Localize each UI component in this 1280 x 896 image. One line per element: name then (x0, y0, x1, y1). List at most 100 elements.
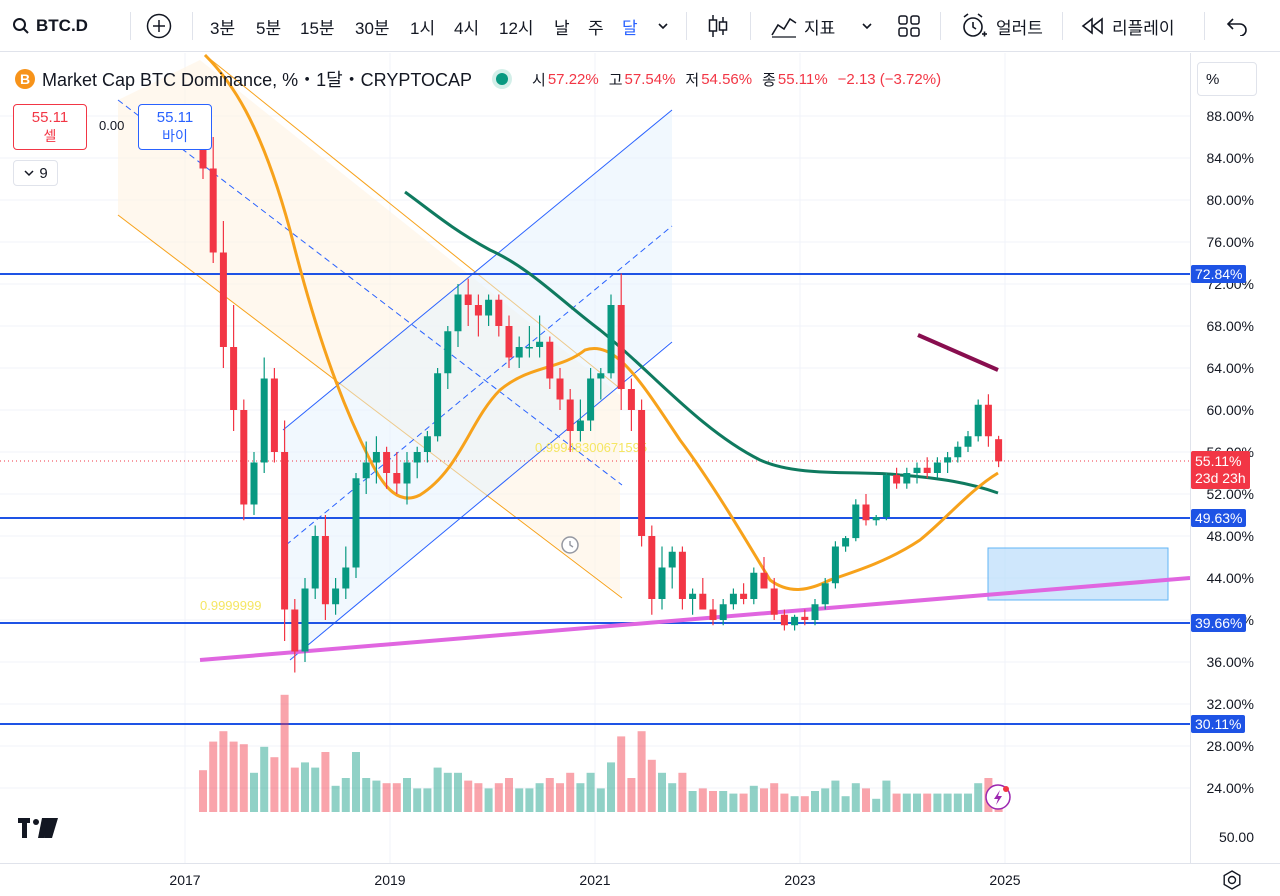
target-rectangle (987, 547, 1169, 601)
rising-channel-lower (289, 341, 673, 661)
divider (686, 12, 687, 40)
interval-1d[interactable]: 날 (554, 18, 570, 38)
volume-bar (841, 796, 850, 812)
divider (940, 12, 941, 40)
divider (750, 12, 751, 40)
buy-button[interactable]: 55.11 바이 (138, 104, 212, 150)
volume-bar (250, 772, 258, 812)
interval-1w[interactable]: 주 (588, 18, 604, 38)
candle-body (485, 299, 493, 316)
interval-1h[interactable]: 1시 (410, 18, 436, 38)
volume-bar (392, 783, 401, 812)
volume-bar (260, 746, 269, 812)
candle-body (689, 593, 697, 599)
volume-bar (913, 793, 921, 812)
level-badge-72: 72.84% (1191, 265, 1247, 283)
indicators-button[interactable]: 지표 (770, 0, 835, 52)
price-axis[interactable]: % 88.00% 84.00% 80.00% 76.00% 72.00% 68.00% 64… (1190, 53, 1280, 863)
volume-bar (923, 793, 932, 812)
divider (1204, 12, 1205, 40)
interval-12h[interactable]: 12시 (499, 18, 534, 38)
candle-body (617, 305, 625, 389)
candle-body (658, 567, 666, 599)
interval-1mo[interactable]: 달 (622, 18, 638, 38)
candle-body (444, 331, 452, 374)
y-tick: 52.00% (1206, 486, 1254, 502)
chevron-down-icon (658, 23, 668, 30)
symbol-label: BTC.D (36, 16, 88, 35)
candle-body (780, 614, 788, 626)
rising-channel-fill (283, 110, 672, 660)
volume-bar (352, 752, 360, 812)
volume-bar (607, 762, 615, 812)
undo-button[interactable] (1226, 0, 1248, 52)
market-status-dot[interactable] (496, 73, 509, 85)
interval-3m[interactable]: 3분 (210, 18, 236, 38)
y-tick: 88.00% (1206, 108, 1254, 124)
change-value: −2.13 (−3.72%) (837, 70, 942, 88)
candle-body (291, 609, 299, 652)
chart-pane[interactable]: 0.9999999 0.99948300671595 (0, 53, 1190, 863)
volume-bar (637, 731, 646, 812)
volume-bar (372, 780, 381, 812)
volume-bar (464, 780, 473, 812)
rising-channel-mid (285, 225, 673, 546)
volume-bar (413, 788, 422, 812)
templates-dropdown-button[interactable] (860, 0, 874, 52)
time-axis[interactable]: 2017 2019 2021 2023 2025 (0, 863, 1280, 896)
candle-body (270, 378, 278, 452)
flash-icon (985, 784, 1011, 810)
interval-15m[interactable]: 15분 (300, 18, 335, 38)
candle-body (515, 347, 523, 358)
candle-body (383, 452, 391, 473)
volume-bars (199, 694, 1003, 812)
indicators-label: 지표 (804, 18, 836, 38)
candle-body (882, 475, 890, 518)
candle-body (750, 572, 758, 599)
interval-30m[interactable]: 30분 (355, 18, 390, 38)
candle-body (719, 604, 727, 620)
x-tick: 2025 (989, 872, 1021, 888)
last-price-value: 55.11% (1195, 453, 1242, 469)
chart-type-button[interactable] (706, 0, 730, 52)
sell-button[interactable]: 55.11 셀 (13, 104, 87, 150)
compare-button[interactable] (146, 0, 172, 52)
y-tick: 68.00% (1206, 318, 1254, 334)
volume-bar (403, 778, 411, 812)
volume-bar (229, 741, 238, 812)
collapse-indicators-button[interactable]: 9 (13, 160, 58, 186)
volume-bar (719, 791, 728, 812)
interval-4h[interactable]: 4시 (454, 18, 480, 38)
candle-body (474, 305, 482, 316)
candle-body (587, 378, 595, 421)
chevron-down-icon (862, 23, 872, 30)
settings-gear-icon[interactable] (1222, 870, 1242, 890)
interval-dropdown-button[interactable] (656, 0, 670, 52)
candles-icon (708, 15, 728, 37)
legend-title[interactable]: Market Cap BTC Dominance, %・1달・CRYPTOCAP (42, 70, 473, 90)
volume-bar (851, 783, 860, 812)
volume-bar (494, 783, 503, 812)
plus-circle-icon (146, 13, 172, 39)
layouts-button[interactable] (897, 0, 921, 52)
price-chart[interactable]: 0.9999999 0.99948300671595 (0, 53, 1190, 863)
candle-body (944, 457, 952, 463)
volume-bar (290, 767, 299, 812)
volume-bar (545, 778, 554, 812)
volume-tick: 50.00 (1218, 829, 1254, 845)
volume-bar (882, 780, 891, 812)
candle-body (597, 373, 605, 379)
alert-button[interactable]: 얼러트 (960, 0, 1043, 52)
y-tick: 60.00% (1206, 402, 1254, 418)
interval-5m[interactable]: 5분 (256, 18, 282, 38)
volume-bar (749, 785, 758, 812)
symbol-search-button[interactable]: BTC.D (12, 0, 88, 52)
candle-body (536, 341, 544, 347)
candle-body (872, 517, 880, 521)
candle-body (852, 504, 860, 539)
volume-bar (964, 793, 972, 812)
scale-mode-button[interactable]: % (1197, 62, 1257, 96)
candle-body (627, 389, 635, 410)
replay-button[interactable]: 리플레이 (1080, 0, 1175, 52)
y-tick: 32.00% (1206, 696, 1254, 712)
